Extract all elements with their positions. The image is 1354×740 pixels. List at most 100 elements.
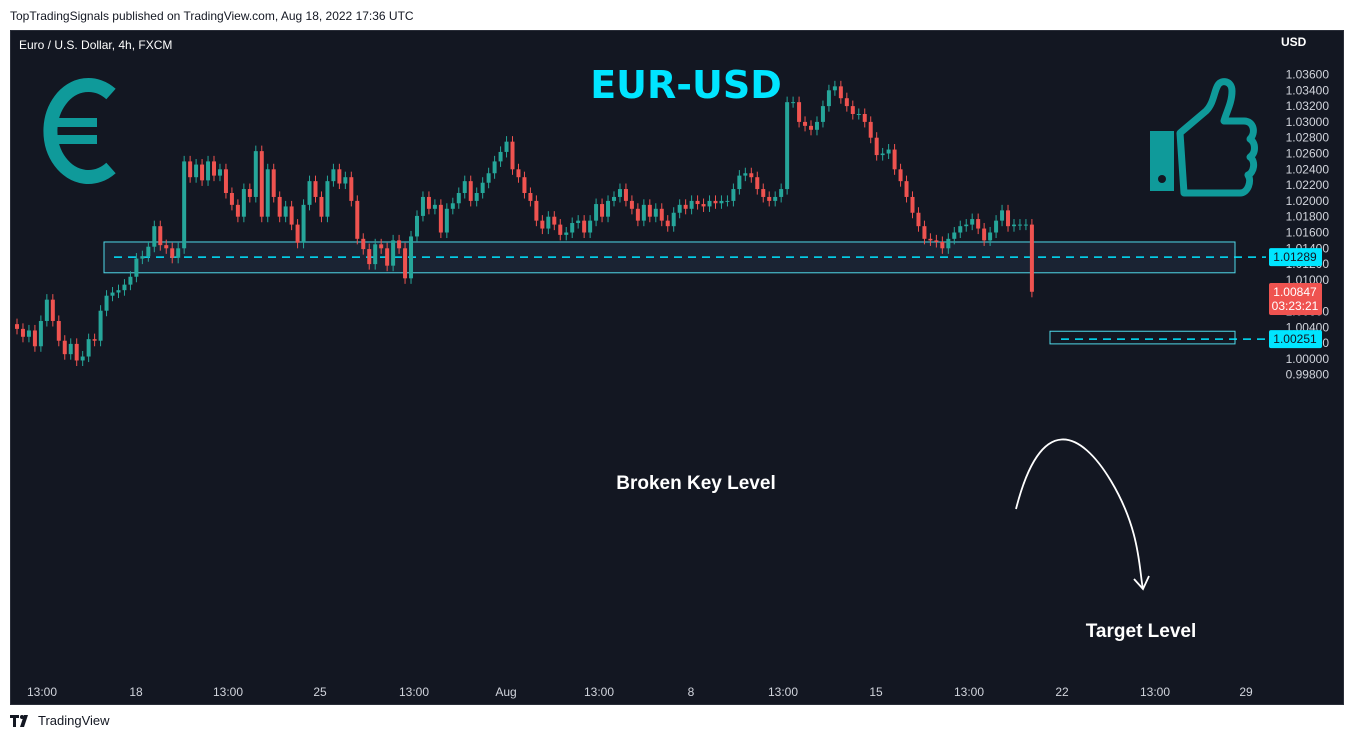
candle-body[interactable] bbox=[468, 181, 473, 201]
candle-body[interactable] bbox=[516, 169, 521, 178]
candle-body[interactable] bbox=[701, 204, 706, 207]
candle-body[interactable] bbox=[182, 161, 187, 249]
candle-body[interactable] bbox=[1029, 224, 1034, 292]
candle-body[interactable] bbox=[719, 200, 724, 204]
candle-body[interactable] bbox=[498, 151, 503, 162]
candle-body[interactable] bbox=[540, 220, 545, 229]
candle-body[interactable] bbox=[277, 196, 282, 217]
candle-body[interactable] bbox=[946, 238, 951, 249]
candle-body[interactable] bbox=[44, 299, 49, 321]
candle-body[interactable] bbox=[265, 169, 270, 217]
candle-body[interactable] bbox=[809, 125, 814, 130]
candle-body[interactable] bbox=[773, 196, 778, 201]
candle-body[interactable] bbox=[940, 241, 945, 249]
candle-body[interactable] bbox=[331, 169, 336, 182]
candle-body[interactable] bbox=[623, 189, 628, 201]
candle-body[interactable] bbox=[319, 196, 324, 217]
candle-body[interactable] bbox=[725, 200, 730, 202]
candle-body[interactable] bbox=[844, 98, 849, 107]
candle-body[interactable] bbox=[510, 141, 515, 170]
candle-body[interactable] bbox=[988, 232, 993, 241]
candle-body[interactable] bbox=[337, 169, 342, 184]
candle-body[interactable] bbox=[206, 161, 211, 181]
candle-body[interactable] bbox=[223, 169, 228, 193]
candle-body[interactable] bbox=[1006, 210, 1011, 227]
candle-body[interactable] bbox=[480, 182, 485, 193]
candle-body[interactable] bbox=[617, 189, 622, 197]
candle-body[interactable] bbox=[534, 200, 539, 221]
candle-body[interactable] bbox=[856, 114, 861, 115]
candle-body[interactable] bbox=[301, 204, 306, 243]
candle-body[interactable] bbox=[594, 204, 599, 221]
candle-body[interactable] bbox=[295, 224, 300, 243]
candle-body[interactable] bbox=[450, 203, 455, 209]
candle-body[interactable] bbox=[612, 196, 616, 201]
candle-body[interactable] bbox=[349, 177, 354, 201]
candle-body[interactable] bbox=[128, 276, 133, 285]
candle-body[interactable] bbox=[743, 173, 748, 176]
candle-body[interactable] bbox=[403, 248, 408, 279]
candle-body[interactable] bbox=[892, 149, 897, 170]
candle-body[interactable] bbox=[677, 204, 682, 213]
candle-body[interactable] bbox=[271, 169, 276, 197]
candle-body[interactable] bbox=[229, 193, 234, 205]
candle-body[interactable] bbox=[432, 204, 437, 209]
footer[interactable]: TradingView bbox=[10, 713, 110, 728]
candle-body[interactable] bbox=[391, 240, 396, 266]
candle-body[interactable] bbox=[444, 208, 449, 233]
price-chart[interactable]: Broken Key Level Target Level EUR-USD 1.03… bbox=[11, 31, 1345, 706]
candle-body[interactable] bbox=[170, 248, 175, 258]
candle-body[interactable] bbox=[355, 200, 360, 239]
candle-body[interactable] bbox=[994, 220, 999, 233]
candle-body[interactable] bbox=[552, 216, 557, 225]
candle-body[interactable] bbox=[62, 340, 67, 355]
candle-body[interactable] bbox=[1017, 224, 1022, 226]
candle-body[interactable] bbox=[86, 339, 91, 357]
candle-body[interactable] bbox=[456, 193, 461, 204]
candle-body[interactable] bbox=[397, 240, 402, 249]
candle-body[interactable] bbox=[20, 328, 25, 337]
candle-body[interactable] bbox=[80, 356, 85, 361]
candle-body[interactable] bbox=[140, 256, 145, 259]
candle-body[interactable] bbox=[797, 102, 802, 122]
candle-body[interactable] bbox=[665, 220, 670, 227]
candle-body[interactable] bbox=[104, 295, 109, 311]
candle-body[interactable] bbox=[689, 200, 694, 209]
candle-body[interactable] bbox=[158, 226, 163, 246]
candle-body[interactable] bbox=[385, 248, 390, 266]
candle-body[interactable] bbox=[928, 238, 933, 241]
candle-body[interactable] bbox=[247, 189, 252, 197]
candle-body[interactable] bbox=[259, 151, 264, 217]
candle-body[interactable] bbox=[307, 181, 312, 205]
candle-body[interactable] bbox=[38, 320, 43, 347]
candle-body[interactable] bbox=[426, 196, 431, 209]
candle-body[interactable] bbox=[420, 196, 425, 216]
candle-body[interactable] bbox=[146, 246, 151, 257]
candle-body[interactable] bbox=[629, 200, 634, 209]
candle-body[interactable] bbox=[1023, 224, 1028, 226]
candle-body[interactable] bbox=[361, 238, 366, 250]
candle-body[interactable] bbox=[791, 102, 796, 104]
candle-body[interactable] bbox=[110, 292, 115, 296]
candle-body[interactable] bbox=[564, 232, 569, 235]
candle-body[interactable] bbox=[522, 177, 527, 193]
candle-body[interactable] bbox=[880, 153, 885, 156]
candle-body[interactable] bbox=[964, 224, 969, 227]
candle-body[interactable] bbox=[803, 121, 808, 126]
candle-body[interactable] bbox=[462, 181, 467, 193]
candle-body[interactable] bbox=[486, 173, 491, 183]
candle-body[interactable] bbox=[635, 208, 640, 221]
candle-body[interactable] bbox=[970, 219, 975, 225]
target-zone[interactable] bbox=[1049, 330, 1236, 345]
candle-body[interactable] bbox=[659, 208, 664, 221]
candle-body[interactable] bbox=[606, 200, 611, 217]
candle-body[interactable] bbox=[504, 141, 509, 152]
candle-body[interactable] bbox=[325, 181, 330, 217]
candle-body[interactable] bbox=[755, 177, 760, 190]
candle-body[interactable] bbox=[116, 290, 121, 293]
candle-body[interactable] bbox=[713, 200, 718, 204]
candle-body[interactable] bbox=[241, 189, 246, 217]
candle-body[interactable] bbox=[152, 226, 157, 247]
candle-body[interactable] bbox=[26, 330, 31, 337]
candle-body[interactable] bbox=[1000, 210, 1005, 221]
